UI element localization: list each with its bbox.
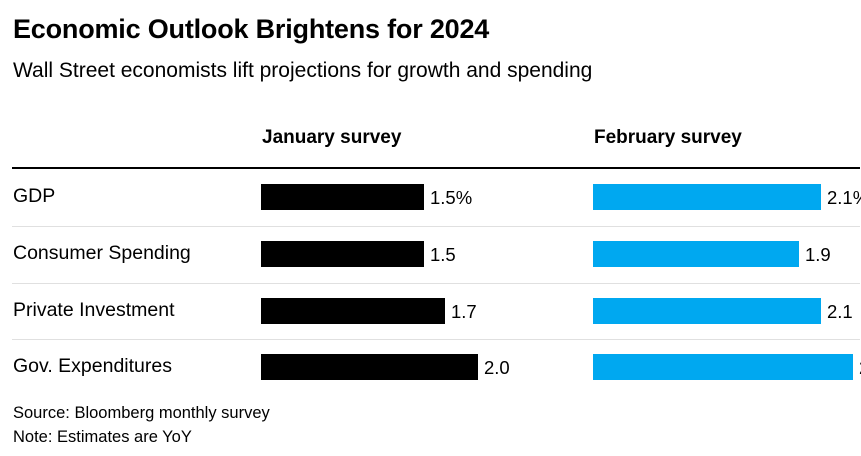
row-separator [12, 226, 860, 227]
february-value-gdp: 2.1% [827, 187, 861, 208]
row-separator [12, 283, 860, 284]
february-column-header: February survey [594, 127, 742, 148]
february-bar-gdp [593, 184, 821, 210]
january-value-gov-expenditures: 2.0 [484, 357, 510, 378]
january-bar-private-investment [261, 298, 445, 324]
january-value-consumer-spending: 1.5 [430, 244, 456, 265]
chart-subtitle: Wall Street economists lift projections … [13, 59, 593, 82]
row-label-gdp: GDP [13, 185, 56, 207]
row-label-private-investment: Private Investment [13, 299, 175, 321]
january-bar-gov-expenditures [261, 354, 478, 380]
january-bar-gdp [261, 184, 424, 210]
header-rule [12, 167, 860, 169]
estimate-note: Note: Estimates are YoY [13, 428, 192, 446]
february-value-private-investment: 2.1 [827, 301, 853, 322]
february-bar-private-investment [593, 298, 821, 324]
january-value-private-investment: 1.7 [451, 301, 477, 322]
february-value-consumer-spending: 1.9 [805, 244, 831, 265]
row-label-gov-expenditures: Gov. Expenditures [13, 355, 172, 377]
january-value-gdp: 1.5% [430, 187, 473, 208]
row-label-consumer-spending: Consumer Spending [13, 242, 191, 264]
january-column-header: January survey [262, 127, 402, 148]
february-bar-consumer-spending [593, 241, 799, 267]
source-note: Source: Bloomberg monthly survey [13, 404, 270, 422]
february-bar-gov-expenditures [593, 354, 853, 380]
february-value-gov-expenditures: 2.4 [859, 357, 861, 379]
row-separator [12, 339, 860, 340]
january-bar-consumer-spending [261, 241, 424, 267]
chart-title: Economic Outlook Brightens for 2024 [13, 14, 490, 44]
